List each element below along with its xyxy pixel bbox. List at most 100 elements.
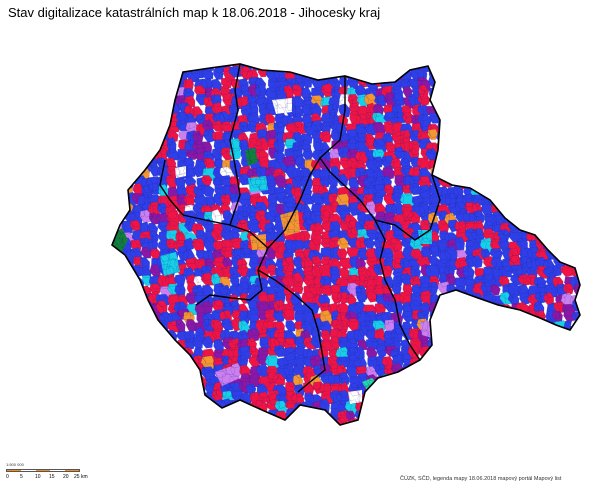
municipality-cell (471, 390, 483, 406)
scale-label: 10 (35, 474, 41, 480)
municipality-cell (518, 92, 531, 107)
municipality-boundary (526, 416, 539, 425)
municipality-cell (112, 258, 120, 273)
municipality-cell (490, 257, 503, 270)
municipality-boundary (493, 75, 503, 88)
municipality-cell (519, 401, 530, 414)
municipality-boundary (112, 381, 115, 395)
municipality-cell (129, 151, 142, 164)
municipality-cell (203, 419, 217, 425)
municipality-boundary (562, 237, 576, 252)
municipality-cell (174, 274, 186, 287)
municipality-boundary (454, 402, 469, 415)
municipality-boundary (112, 124, 117, 139)
municipality-boundary (528, 158, 539, 173)
municipality-boundary (223, 428, 235, 443)
municipality-boundary (518, 319, 532, 331)
municipality-boundary (384, 64, 397, 71)
municipality-cell (294, 336, 307, 349)
municipality-boundary (501, 184, 513, 200)
municipality-boundary (130, 409, 142, 423)
municipality-boundary (373, 409, 385, 425)
municipality-boundary (535, 64, 548, 70)
municipality-cell (561, 250, 574, 262)
municipality-cell (473, 210, 485, 224)
municipality-boundary (483, 417, 495, 425)
municipality-cell (481, 87, 493, 97)
municipality-cell (121, 165, 136, 181)
municipality-boundary (303, 412, 317, 425)
municipality-boundary (112, 263, 115, 280)
municipality-boundary (175, 364, 191, 379)
municipality-cell (536, 337, 549, 351)
municipality-boundary (201, 410, 213, 423)
municipality-boundary (113, 345, 126, 361)
municipality-boundary (438, 87, 453, 101)
municipality-cell (391, 419, 405, 425)
municipality-cell (112, 167, 127, 179)
municipality-cell (546, 156, 559, 169)
municipality-cell (303, 64, 316, 72)
municipality-cell (497, 329, 512, 345)
municipality-cell (112, 381, 115, 395)
municipality-boundary (551, 64, 565, 75)
municipality-boundary (571, 122, 580, 136)
municipality-cell (257, 412, 270, 425)
municipality-cell (319, 263, 332, 281)
municipality-cell (112, 293, 125, 305)
municipality-boundary (123, 276, 134, 290)
municipality-boundary (186, 418, 199, 425)
municipality-boundary (445, 149, 457, 164)
municipality-cell (212, 409, 225, 421)
municipality-cell (552, 167, 565, 182)
municipality-boundary (149, 401, 162, 416)
municipality-cell (346, 64, 359, 73)
municipality-boundary (553, 184, 566, 198)
municipality-cell (438, 147, 450, 162)
municipality-boundary (518, 339, 530, 354)
municipality-boundary (130, 85, 143, 99)
municipality-cell (492, 331, 504, 346)
municipality-boundary (498, 354, 512, 372)
municipality-boundary (517, 363, 532, 380)
municipality-boundary (482, 429, 495, 441)
municipality-cell (132, 355, 143, 369)
municipality-boundary (480, 131, 493, 146)
municipality-cell (571, 113, 580, 127)
municipality-cell (546, 94, 559, 108)
municipality-boundary (471, 64, 483, 72)
municipality-cell (130, 309, 145, 321)
municipality-cell (488, 347, 502, 363)
municipality-cell (157, 373, 172, 386)
municipality-boundary (517, 411, 530, 425)
municipality-cell (472, 124, 486, 137)
municipality-cell (176, 355, 189, 367)
municipality-boundary (429, 394, 443, 407)
municipality-cell (454, 105, 470, 121)
municipality-cell (112, 192, 125, 204)
municipality-cell (501, 184, 513, 199)
municipality-boundary (158, 93, 171, 106)
municipality-boundary (509, 141, 522, 156)
municipality-cell (490, 156, 505, 173)
municipality-boundary (489, 149, 503, 167)
municipality-boundary (554, 238, 565, 252)
municipality-cell (133, 111, 146, 124)
municipality-cell (529, 366, 542, 379)
municipality-boundary (508, 110, 523, 124)
municipality-boundary (543, 166, 558, 180)
municipality-boundary (402, 64, 415, 71)
municipality-cell (392, 229, 405, 241)
municipality-boundary (527, 356, 543, 371)
municipality-boundary (464, 384, 475, 398)
municipality-cell (582, 211, 594, 226)
municipality-cell (364, 429, 378, 440)
municipality-cell (562, 176, 575, 190)
municipality-boundary (429, 346, 442, 361)
municipality-boundary (529, 221, 540, 235)
municipality-boundary (455, 168, 466, 181)
municipality-boundary (555, 411, 567, 424)
municipality-boundary (426, 363, 439, 378)
municipality-cell (456, 123, 469, 138)
municipality-boundary (133, 111, 146, 124)
